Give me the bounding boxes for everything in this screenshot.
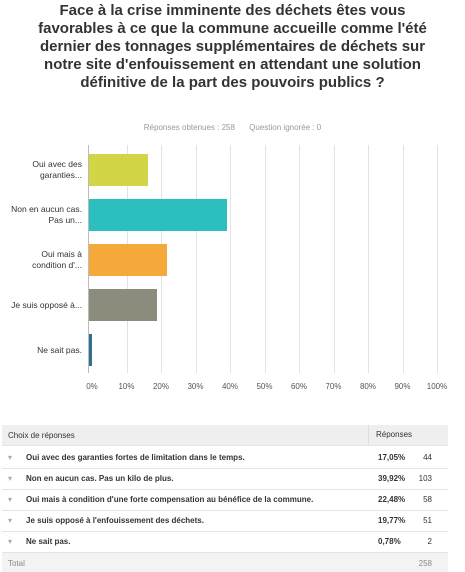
x-tick-label: 60%: [290, 382, 307, 391]
table-row: ▾ Non en aucun cas. Pas un kilo de plus. 3…: [2, 468, 448, 490]
x-tick-label: 20%: [152, 382, 169, 391]
question-title: Face à la crise imminente des déchets êt…: [38, 2, 427, 91]
x-tick-label: 90%: [394, 382, 411, 391]
skipped: Question ignorée : 0: [249, 123, 322, 132]
total-count: 258: [418, 559, 432, 568]
grid-line: [368, 145, 369, 373]
x-tick-label: 40%: [221, 382, 238, 391]
choice: Non en aucun cas. Pas un kilo de plus.: [26, 474, 174, 483]
category-label: Je suis opposé à...: [11, 299, 82, 310]
count: 103: [418, 474, 432, 483]
choice: Ne sait pas.: [26, 537, 71, 546]
chevron: ▾: [8, 516, 13, 525]
choice: Oui avec des garanties fortes de limitat…: [26, 453, 245, 462]
percent: 17,05%: [378, 453, 406, 462]
x-tick-label: 10%: [118, 382, 135, 391]
bar: [89, 244, 167, 276]
grid-line: [299, 145, 300, 373]
choice: Je suis opposé à l'enfouissement des déc…: [26, 516, 204, 525]
total-label: Total: [8, 559, 25, 568]
x-tick-label: 30%: [187, 382, 204, 391]
table-row: ▾ Je suis opposé à l'enfouissement des dé…: [2, 510, 448, 532]
bar: [89, 334, 92, 366]
axis-line: [88, 145, 89, 373]
chevron: ▾: [8, 474, 13, 483]
count: 2: [427, 537, 432, 546]
header-responses: Réponses: [376, 430, 413, 439]
category-label: Ne sait pas.: [37, 344, 82, 355]
x-tick-label: 80%: [359, 382, 376, 391]
grid-line: [230, 145, 231, 373]
grid-line: [333, 145, 335, 373]
percent: 19,77%: [378, 516, 406, 525]
grid-line: [402, 145, 404, 373]
x-tick-label: 0%: [86, 382, 98, 391]
category-label: Non en aucun cas. Pas un...: [11, 204, 82, 225]
bar: [89, 154, 148, 186]
grid-line: [195, 145, 197, 373]
table-row: ▾ Oui avec des garanties fortes de limita…: [2, 447, 448, 469]
percent: 39,92%: [378, 474, 406, 483]
x-tick-label: 50%: [256, 382, 273, 391]
count: 58: [423, 495, 432, 504]
bar: [89, 199, 227, 231]
header-choice: Choix de réponses: [8, 431, 75, 440]
choice: Oui mais à condition d'une forte compens…: [26, 495, 314, 504]
x-tick-label: 100%: [426, 382, 448, 391]
count: 51: [423, 516, 432, 525]
count: 44: [423, 453, 432, 462]
table-header: Choix de réponses Réponses: [2, 425, 448, 446]
chevron: ▾: [8, 537, 13, 546]
category-label: Oui mais à condition d'...: [32, 249, 82, 270]
percent: 0,78%: [378, 537, 401, 546]
grid-line: [264, 145, 266, 373]
total-row: Total 258: [2, 553, 448, 572]
bar: [89, 289, 158, 321]
table: Choix de réponses Réponses ▾ Oui avec des g…: [0, 425, 450, 572]
stats: Réponses obtenues : 258 Question ignorée…: [0, 123, 465, 132]
chevron: ▾: [8, 495, 13, 504]
answered: Réponses obtenues : 258: [143, 123, 235, 132]
category-label: Oui avec des garanties...: [32, 159, 82, 180]
percent: 22,48%: [378, 495, 406, 504]
table-row: ▾ Ne sait pas. 0,78% 2: [2, 531, 448, 553]
header-sep: [368, 425, 369, 445]
chevron: ▾: [8, 453, 13, 462]
x-tick-label: 70%: [325, 382, 342, 391]
grid-line: [437, 145, 438, 373]
table-row: ▾ Oui mais à condition d'une forte compen…: [2, 489, 448, 511]
